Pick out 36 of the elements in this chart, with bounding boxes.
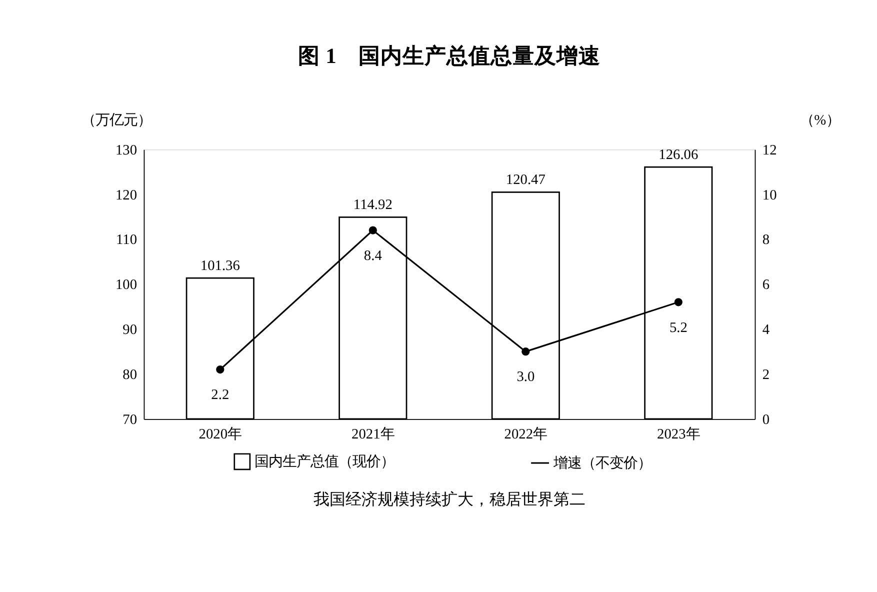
data-label: 101.36 — [200, 258, 240, 274]
x-tick-label: 2021年 — [352, 426, 394, 442]
y2-tick-label: 8 — [762, 232, 770, 248]
data-label: 5.2 — [669, 320, 688, 336]
text: 我国经济规模持续扩大，稳居世界第二 — [313, 490, 586, 508]
legend-label: 国内生产总值（现价） — [254, 454, 394, 470]
point — [368, 226, 377, 234]
y-axis-title: （万亿元） — [81, 112, 152, 129]
y-tick-label: 80 — [122, 366, 138, 383]
point — [216, 365, 224, 374]
y-tick-label: 110 — [116, 232, 138, 248]
y2-axis-title: （%） — [800, 112, 840, 129]
data-label: 8.4 — [364, 248, 382, 264]
data-label: 120.47 — [506, 172, 546, 188]
data-label: 3.0 — [516, 369, 535, 386]
data-label: 114.92 — [353, 197, 392, 214]
y2-tick-label: 0 — [762, 412, 770, 428]
y2-tick-label: 6 — [762, 277, 770, 294]
y2-tick-label: 2 — [762, 366, 770, 383]
y-tick-label: 90 — [122, 322, 138, 338]
x-tick-label: 2020年 — [198, 426, 242, 442]
y-tick-label: 100 — [115, 277, 138, 294]
y2-tick-label: 12 — [762, 142, 777, 158]
point — [522, 348, 530, 356]
point — [674, 298, 682, 306]
data-label: 2.2 — [211, 387, 230, 404]
x-tick-label: 2022年 — [504, 426, 548, 442]
chart-title: 图 1 国内生产总值总量及增速 — [298, 43, 600, 68]
y-tick-label: 120 — [115, 187, 138, 204]
y2-tick-label: 10 — [762, 187, 777, 204]
data-label: 126.06 — [658, 147, 698, 164]
legend-label: 增速（不变价） — [552, 455, 652, 472]
y-tick-label: 70 — [122, 412, 138, 428]
x-tick-label: 2023年 — [657, 426, 700, 442]
y-tick-label: 130 — [115, 142, 138, 158]
y2-tick-label: 4 — [762, 322, 770, 338]
